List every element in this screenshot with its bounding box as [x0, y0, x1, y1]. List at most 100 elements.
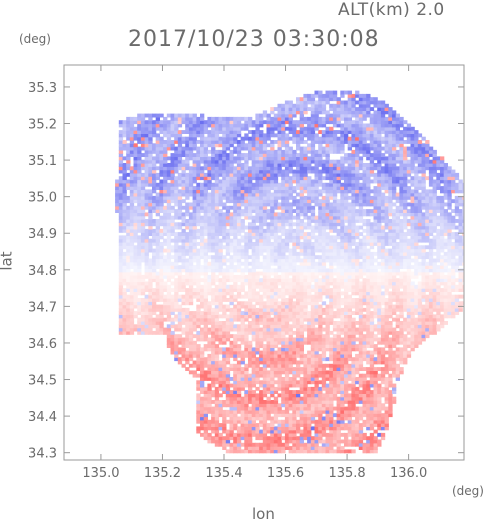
radar-cell: [177, 281, 183, 286]
radar-cell: [118, 298, 124, 302]
radar-cell: [325, 409, 330, 414]
radar-cell: [251, 284, 256, 289]
radar-cell: [240, 261, 245, 266]
radar-cell: [248, 419, 253, 424]
radar-cell: [325, 205, 330, 210]
radar-cell: [259, 238, 264, 243]
radar-cell: [377, 330, 382, 335]
radar-cell: [229, 446, 234, 450]
radar-cell: [177, 205, 183, 210]
radar-cell: [377, 212, 382, 217]
radar-cell: [203, 281, 208, 286]
radar-cell: [251, 324, 256, 329]
radar-cell: [122, 235, 127, 240]
radar-cell: [403, 291, 408, 296]
radar-cell: [203, 232, 208, 236]
radar-cell: [203, 432, 208, 437]
radar-cell: [296, 373, 301, 378]
radar-cell: [118, 330, 124, 335]
radar-cell: [270, 386, 275, 391]
radar-cell: [270, 324, 275, 329]
radar-cell: [362, 406, 367, 411]
radar-cell: [428, 298, 434, 302]
radar-cell: [310, 274, 316, 279]
radar-cell: [281, 291, 286, 296]
radar-cell: [288, 327, 293, 332]
radar-cell: [170, 347, 175, 352]
radar-cell: [155, 238, 160, 243]
radar-cell: [332, 396, 338, 401]
radar-cell: [369, 370, 375, 375]
radar-cell: [355, 248, 360, 253]
radar-cell: [321, 446, 327, 450]
radar-cell: [255, 413, 260, 418]
radar-cell: [281, 429, 286, 434]
radar-cell: [152, 222, 157, 227]
radar-cell: [303, 396, 308, 401]
radar-cell: [325, 281, 330, 286]
radar-cell: [355, 344, 360, 348]
radar-cell: [299, 307, 304, 312]
radar-cell: [440, 232, 445, 236]
radar-cell: [355, 393, 360, 398]
radar-cell: [399, 367, 404, 371]
radar-cell: [122, 258, 127, 263]
radar-cell: [296, 291, 301, 296]
radar-cell: [344, 321, 349, 325]
radar-cell: [174, 225, 179, 230]
radar-cell: [351, 288, 356, 292]
radar-cell: [266, 449, 271, 454]
radar-cell: [299, 429, 304, 434]
radar-cell: [366, 324, 371, 329]
radar-cell: [200, 334, 205, 339]
radar-cell: [414, 238, 419, 243]
radar-cell: [251, 347, 256, 352]
radar-cell: [321, 261, 327, 266]
radar-cell: [296, 324, 301, 329]
radar-cell: [347, 251, 352, 256]
radar-cell: [321, 423, 327, 427]
radar-cell: [403, 324, 408, 329]
radar-cell: [436, 242, 441, 246]
radar-cell: [307, 439, 312, 444]
radar-cell: [432, 321, 437, 325]
radar-cell: [251, 393, 256, 398]
radar-cell: [166, 268, 172, 273]
radar-cell: [259, 265, 264, 269]
radar-cell: [251, 291, 256, 296]
radar-cell: [236, 301, 242, 306]
radar-cell: [292, 251, 297, 256]
radar-cell: [281, 278, 286, 283]
radar-cell: [299, 228, 304, 233]
radar-cell: [292, 288, 297, 292]
radar-cell: [273, 324, 279, 329]
radar-cell: [310, 301, 316, 306]
radar-cell: [355, 228, 360, 233]
radar-cell: [299, 205, 304, 210]
radar-cell: [137, 304, 142, 309]
radar-cell: [307, 360, 312, 365]
radar-cell: [403, 307, 408, 312]
radar-cell: [174, 265, 179, 269]
radar-cell: [428, 321, 434, 325]
radar-cell: [163, 288, 168, 292]
radar-cell: [281, 413, 286, 418]
radar-cell: [403, 344, 408, 348]
radar-cell: [233, 225, 238, 230]
radar-cell: [163, 274, 168, 279]
radar-cell: [236, 363, 242, 368]
radar-cell: [329, 373, 334, 378]
radar-cell: [159, 228, 164, 233]
radar-cell: [236, 442, 242, 447]
radar-cell: [248, 442, 253, 447]
radar-cell: [399, 281, 404, 286]
radar-cell: [329, 248, 334, 253]
radar-cell: [188, 245, 194, 250]
radar-cell: [155, 235, 160, 240]
radar-cell: [362, 386, 367, 391]
radar-cell: [307, 321, 312, 325]
radar-cell: [122, 245, 127, 250]
radar-cell: [432, 265, 437, 269]
radar-cell: [259, 294, 264, 299]
radar-cell: [277, 219, 282, 223]
